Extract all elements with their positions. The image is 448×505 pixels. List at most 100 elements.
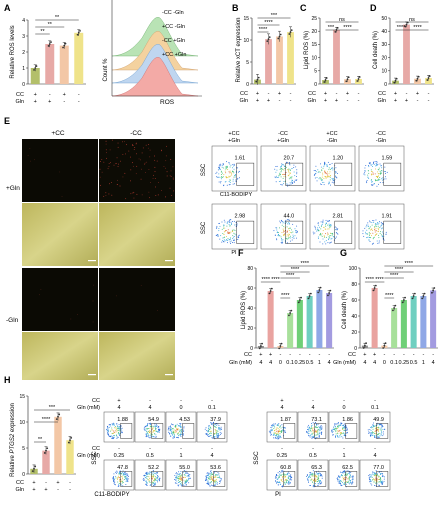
flow-event [380, 434, 382, 436]
flow-event [326, 176, 328, 178]
data-point [392, 309, 394, 312]
flow-event [369, 432, 371, 434]
flow-gate [345, 423, 358, 439]
flow-event [350, 476, 352, 478]
flow-event [316, 473, 318, 475]
flow-event [285, 475, 287, 477]
flow-event [376, 429, 378, 431]
b-gln-label: Gln [239, 98, 248, 104]
flow-event [178, 473, 180, 475]
flow-event [309, 472, 311, 474]
flow-event [342, 478, 344, 480]
flow-event [314, 177, 316, 179]
h-cc-symbol: + [56, 480, 59, 486]
data-point [288, 314, 290, 317]
h-gln-symbol: + [44, 487, 47, 493]
flow-event [218, 425, 220, 427]
h-hdr-right-cc: + [280, 398, 283, 404]
flow-event [212, 480, 214, 482]
flow-event [149, 484, 151, 486]
flow-event [184, 473, 186, 475]
flow-event [332, 232, 334, 234]
flow-event [232, 178, 234, 180]
flow-event [229, 175, 231, 177]
flow-event [368, 431, 370, 433]
flow-event [372, 181, 374, 183]
data-point [257, 76, 260, 79]
flow-event [289, 474, 291, 476]
flow-gate-value: 62.5 [342, 465, 353, 471]
flow-event [288, 171, 290, 173]
flow-event [368, 474, 370, 476]
flow-event [148, 423, 150, 425]
flow-event [292, 223, 294, 225]
flow-event [377, 164, 379, 166]
g-gln-symbol: 0.25 [399, 360, 410, 366]
f-gln-symbol: 4 [328, 360, 331, 366]
flow-event [377, 433, 379, 435]
y-tick-label: 0 [314, 82, 317, 88]
flow-event [370, 179, 372, 181]
flow-e-header-1a: +CC [228, 131, 239, 137]
flow-event [289, 176, 291, 178]
speckle [141, 168, 142, 170]
h-hdr-right-gln: 0 [342, 405, 345, 411]
flow-event [378, 222, 380, 224]
speckle [158, 182, 159, 183]
flow-event [215, 480, 217, 482]
flow-event [179, 478, 181, 480]
flow-event [321, 426, 323, 428]
h-flow-gln-label: Gln (mM) [77, 405, 100, 411]
flow-event [349, 476, 351, 478]
a-cc-symbol: + [63, 92, 66, 98]
speckle [169, 187, 171, 189]
flow-event [210, 471, 212, 473]
flow-event [226, 236, 228, 238]
flow-event [154, 424, 156, 426]
flow-event [204, 428, 206, 430]
flow-event [372, 473, 374, 475]
flow-event [234, 230, 236, 232]
flow-event [286, 226, 288, 228]
flow-event [225, 161, 227, 163]
flow-event [230, 164, 232, 166]
flow-event [378, 475, 380, 477]
flow-event [118, 471, 120, 473]
flow-event [328, 169, 330, 171]
sig-label: **** [413, 25, 422, 31]
flow-event [223, 234, 225, 236]
y-tick-label: 20 [381, 55, 387, 61]
flow-event [342, 476, 344, 478]
flow-event [372, 220, 374, 222]
flow-event [319, 183, 321, 185]
flow-event [381, 432, 383, 434]
flow-event [331, 432, 333, 434]
flow-event [379, 181, 381, 183]
flow-event [334, 424, 336, 426]
flow-gate-value: 52.2 [148, 465, 159, 471]
flow-event [334, 423, 336, 425]
data-point [417, 75, 420, 78]
flow-event [277, 425, 279, 427]
flow-event [228, 184, 230, 186]
flow-gate-value: 1.88 [117, 417, 128, 423]
flow-event [344, 470, 346, 472]
flow-event [177, 425, 179, 427]
flow-event [370, 433, 372, 435]
flow-gate [182, 423, 195, 439]
flow-event [279, 220, 281, 222]
c-gln-symbol: - [347, 98, 349, 104]
y-tick-label: 10 [19, 420, 25, 426]
bar [30, 68, 40, 84]
data-point [298, 299, 301, 301]
flow-event [374, 474, 376, 476]
flow-event [309, 436, 311, 438]
flow-event [296, 230, 298, 232]
flow-event [220, 477, 222, 479]
flow-event [307, 479, 309, 481]
data-point [34, 67, 37, 69]
speckle [149, 197, 151, 199]
flow-event [277, 423, 279, 425]
flow-event [172, 430, 174, 432]
flow-event [156, 425, 158, 427]
